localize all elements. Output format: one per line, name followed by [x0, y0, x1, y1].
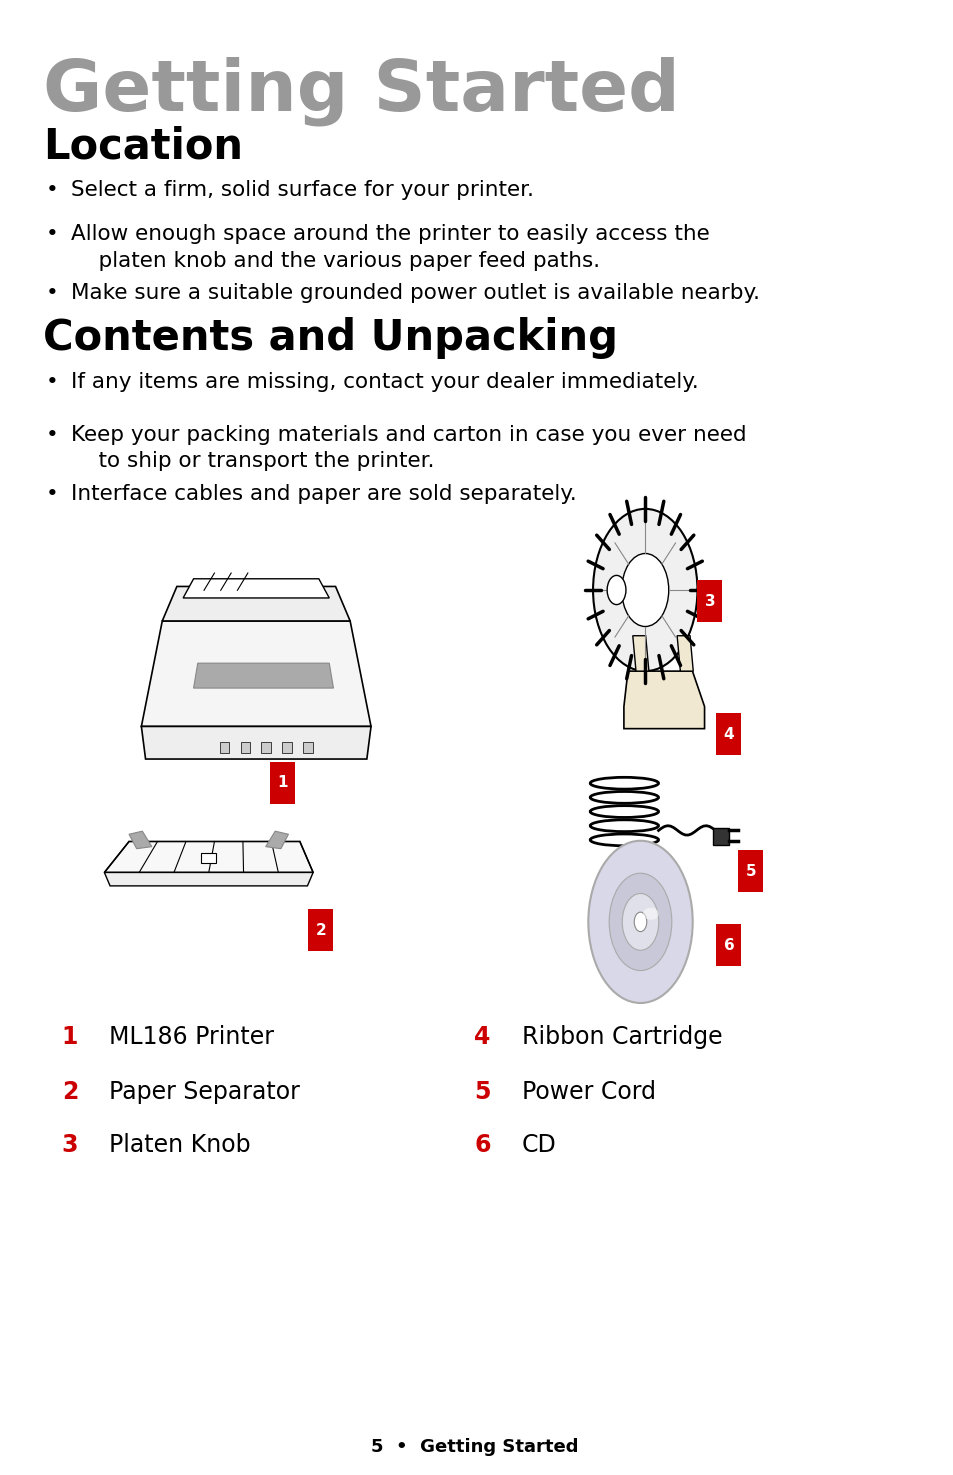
Text: ML186 Printer: ML186 Printer — [109, 1025, 274, 1049]
Text: Power Cord: Power Cord — [521, 1080, 656, 1103]
Text: 4: 4 — [723, 727, 734, 742]
Text: If any items are missing, contact your dealer immediately.: If any items are missing, contact your d… — [71, 372, 699, 392]
Bar — [308, 909, 334, 951]
Bar — [219, 742, 229, 754]
Bar — [240, 742, 250, 754]
Text: Interface cables and paper are sold separately.: Interface cables and paper are sold sepa… — [71, 484, 577, 504]
Text: Ribbon Cartridge: Ribbon Cartridge — [521, 1025, 721, 1049]
Circle shape — [588, 841, 692, 1003]
Circle shape — [606, 575, 625, 605]
Polygon shape — [677, 636, 693, 671]
Bar — [282, 742, 292, 754]
Bar — [716, 923, 740, 966]
Ellipse shape — [642, 907, 659, 920]
Text: 6: 6 — [474, 1133, 491, 1156]
Text: Contents and Unpacking: Contents and Unpacking — [43, 317, 617, 358]
Text: 6: 6 — [722, 938, 734, 953]
Polygon shape — [104, 841, 313, 872]
Bar — [697, 580, 721, 622]
Text: 2: 2 — [315, 923, 326, 938]
Circle shape — [621, 553, 668, 627]
Text: •: • — [46, 484, 58, 504]
Text: 5: 5 — [744, 864, 756, 879]
Polygon shape — [623, 671, 704, 729]
Text: Keep your packing materials and carton in case you ever need
    to ship or tran: Keep your packing materials and carton i… — [71, 425, 746, 471]
Text: •: • — [46, 425, 58, 445]
Polygon shape — [193, 664, 334, 687]
Bar — [303, 742, 313, 754]
Text: 5: 5 — [474, 1080, 491, 1103]
Polygon shape — [266, 830, 288, 848]
Text: 1: 1 — [62, 1025, 78, 1049]
Polygon shape — [141, 621, 371, 726]
Bar — [201, 853, 216, 863]
Circle shape — [621, 894, 659, 950]
Text: •: • — [46, 283, 58, 304]
Text: •: • — [46, 224, 58, 245]
Text: Paper Separator: Paper Separator — [109, 1080, 299, 1103]
Text: Allow enough space around the printer to easily access the
    platen knob and t: Allow enough space around the printer to… — [71, 224, 709, 270]
Polygon shape — [713, 827, 728, 845]
Polygon shape — [162, 587, 350, 621]
Text: Location: Location — [43, 125, 242, 167]
Polygon shape — [141, 726, 371, 760]
Text: CD: CD — [521, 1133, 556, 1156]
Polygon shape — [632, 636, 648, 671]
Text: •: • — [46, 180, 58, 201]
Text: Getting Started: Getting Started — [43, 56, 679, 125]
Text: Make sure a suitable grounded power outlet is available nearby.: Make sure a suitable grounded power outl… — [71, 283, 760, 304]
Circle shape — [634, 912, 646, 932]
Circle shape — [593, 509, 697, 671]
Circle shape — [609, 873, 671, 971]
Bar — [738, 850, 762, 892]
Text: Platen Knob: Platen Knob — [109, 1133, 251, 1156]
Text: 3: 3 — [704, 594, 715, 609]
Text: 5  •  Getting Started: 5 • Getting Started — [371, 1438, 578, 1456]
Bar — [270, 761, 295, 804]
Polygon shape — [183, 578, 329, 597]
Text: Select a firm, solid surface for your printer.: Select a firm, solid surface for your pr… — [71, 180, 534, 201]
Polygon shape — [129, 830, 152, 848]
Text: 3: 3 — [62, 1133, 78, 1156]
Text: 1: 1 — [277, 776, 288, 791]
Bar — [261, 742, 271, 754]
Text: 4: 4 — [474, 1025, 490, 1049]
Text: 2: 2 — [62, 1080, 78, 1103]
Bar — [716, 712, 740, 755]
Polygon shape — [104, 872, 313, 886]
Text: •: • — [46, 372, 58, 392]
